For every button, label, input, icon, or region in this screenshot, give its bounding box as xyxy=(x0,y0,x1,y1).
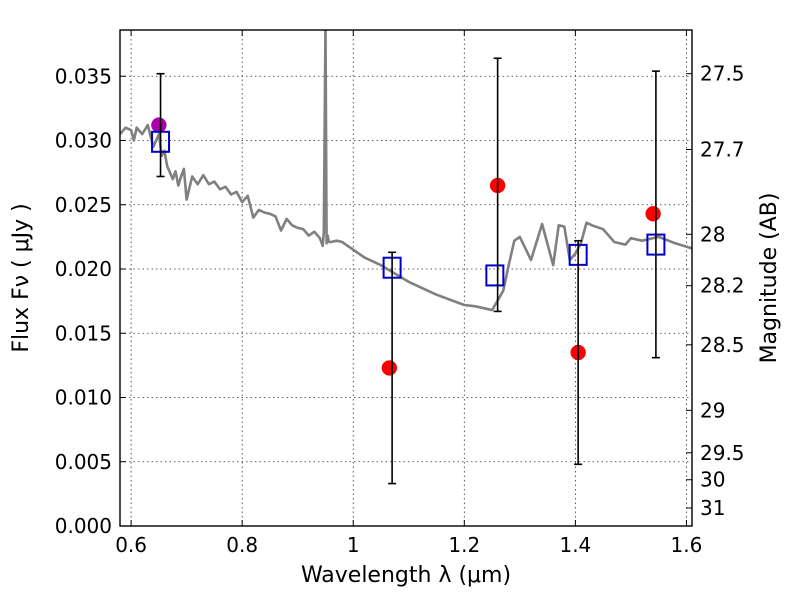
y-tick-label: 0.030 xyxy=(55,129,112,153)
series-line xyxy=(120,30,692,312)
y2-axis-label: Magnitude (AB) xyxy=(757,193,782,364)
y-tick-label: 0.020 xyxy=(55,257,112,281)
observed-point xyxy=(381,360,398,376)
x-tick-label: 1.2 xyxy=(448,533,480,557)
x-tick-label: 1.6 xyxy=(671,533,703,557)
y-tick-label: 0.010 xyxy=(55,386,112,410)
observed-point xyxy=(151,117,167,133)
axes-frame xyxy=(119,29,693,527)
x-tick-label: 0.8 xyxy=(226,533,258,557)
mag-tick-label: 28.2 xyxy=(700,274,745,298)
observed-point xyxy=(645,206,661,222)
y-tick-label: 0.005 xyxy=(55,450,112,474)
mag-tick-label: 27.7 xyxy=(700,138,745,162)
x-axis-label: Wavelength λ (μm) xyxy=(301,563,511,588)
grid-layer xyxy=(120,30,692,527)
model-photometry-point xyxy=(485,264,505,287)
y-tick-label: 0.025 xyxy=(55,193,112,217)
mag-tick-label: 30 xyxy=(700,468,725,492)
spectrum-line xyxy=(120,30,692,312)
y-tick-label: 0.015 xyxy=(55,321,112,345)
mag-tick-label: 29 xyxy=(700,398,725,422)
y-tick-label: 0.035 xyxy=(55,64,112,88)
mag-tick-label: 31 xyxy=(700,496,725,520)
mag-tick-label: 28 xyxy=(700,222,725,246)
x-tick-label: 1 xyxy=(347,533,360,557)
y-tick-label: 0.000 xyxy=(55,514,112,538)
axes-layer: 0.6 0.8 1 1.2 1.4 1.6 0.000 0.005 0.010 0.015 0.02… xyxy=(55,29,745,557)
mag-tick-label: 29.5 xyxy=(700,441,745,465)
series-errorbar xyxy=(156,57,660,485)
plot-layer xyxy=(120,30,692,485)
mag-tick-label: 28.5 xyxy=(700,333,745,357)
series-scatter xyxy=(381,177,661,376)
y-axis-label: Flux Fν ( μJy ) xyxy=(9,203,34,352)
mag-tick-label: 27.5 xyxy=(700,62,745,86)
series-scatter xyxy=(151,117,167,133)
x-tick-label: 1.4 xyxy=(559,533,591,557)
series-scatter xyxy=(151,130,666,287)
x-tick-label: 0.6 xyxy=(115,533,147,557)
